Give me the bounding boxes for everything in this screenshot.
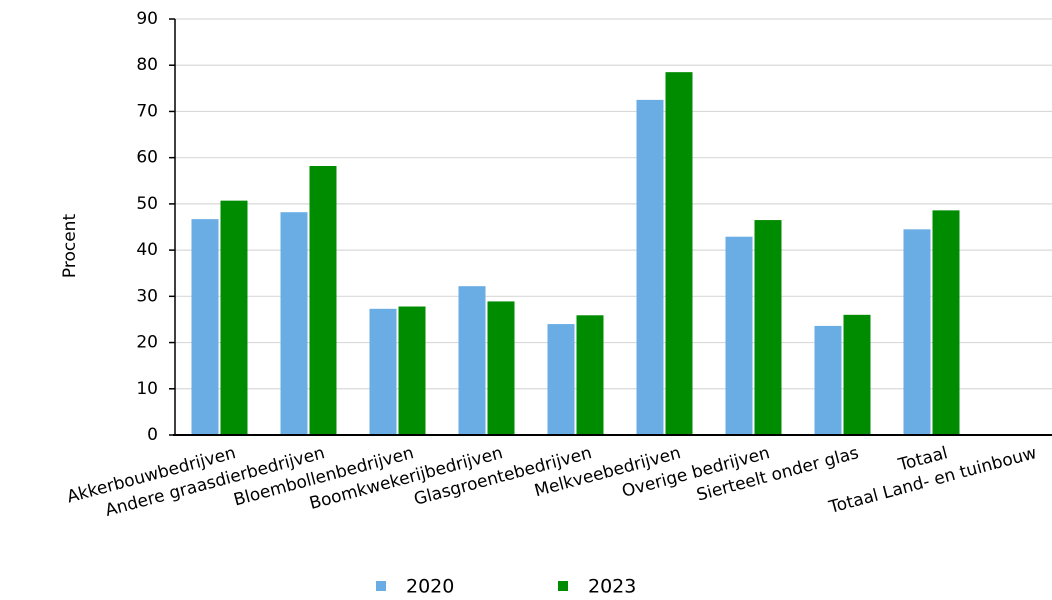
bar-2020 (903, 229, 931, 435)
bar-2020 (458, 286, 486, 435)
bar-2020 (814, 325, 842, 435)
bar-2023 (398, 306, 426, 435)
y-tick-label: 20 (136, 333, 158, 353)
y-tick-labels: 0 10 20 30 40 50 60 70 80 90 (136, 9, 158, 445)
y-tick-label: 50 (136, 194, 158, 214)
bars (191, 72, 960, 436)
bar-2023 (932, 210, 960, 435)
bar-2020 (636, 99, 664, 435)
legend-label: 2020 (406, 576, 454, 598)
y-tick-label: 80 (136, 55, 158, 75)
bar-2020 (280, 212, 308, 435)
legend: 2020 2023 (376, 576, 636, 598)
bar-2023 (220, 200, 248, 435)
bar-2023 (843, 314, 871, 435)
bar-2023 (754, 220, 782, 435)
y-tick-label: 40 (136, 240, 158, 260)
axes (169, 18, 1052, 436)
bar-2023 (309, 165, 337, 435)
y-tick-label: 10 (136, 379, 158, 399)
y-tick-label: 90 (136, 9, 158, 29)
bar-2020 (725, 236, 753, 435)
legend-label: 2023 (588, 576, 636, 598)
y-tick-label: 0 (147, 425, 158, 445)
bar-2020 (547, 324, 575, 435)
y-tick-label: 30 (136, 286, 158, 306)
legend-swatch (558, 581, 568, 591)
bar-2023 (487, 301, 515, 435)
y-tick-label: 60 (136, 148, 158, 168)
bar-2020 (191, 219, 219, 435)
legend-swatch (376, 581, 386, 591)
bar-2020 (369, 308, 397, 435)
y-axis-title: Procent (60, 214, 80, 279)
bar-2023 (576, 315, 604, 435)
bar-2023 (665, 72, 693, 436)
y-tick-label: 70 (136, 101, 158, 121)
